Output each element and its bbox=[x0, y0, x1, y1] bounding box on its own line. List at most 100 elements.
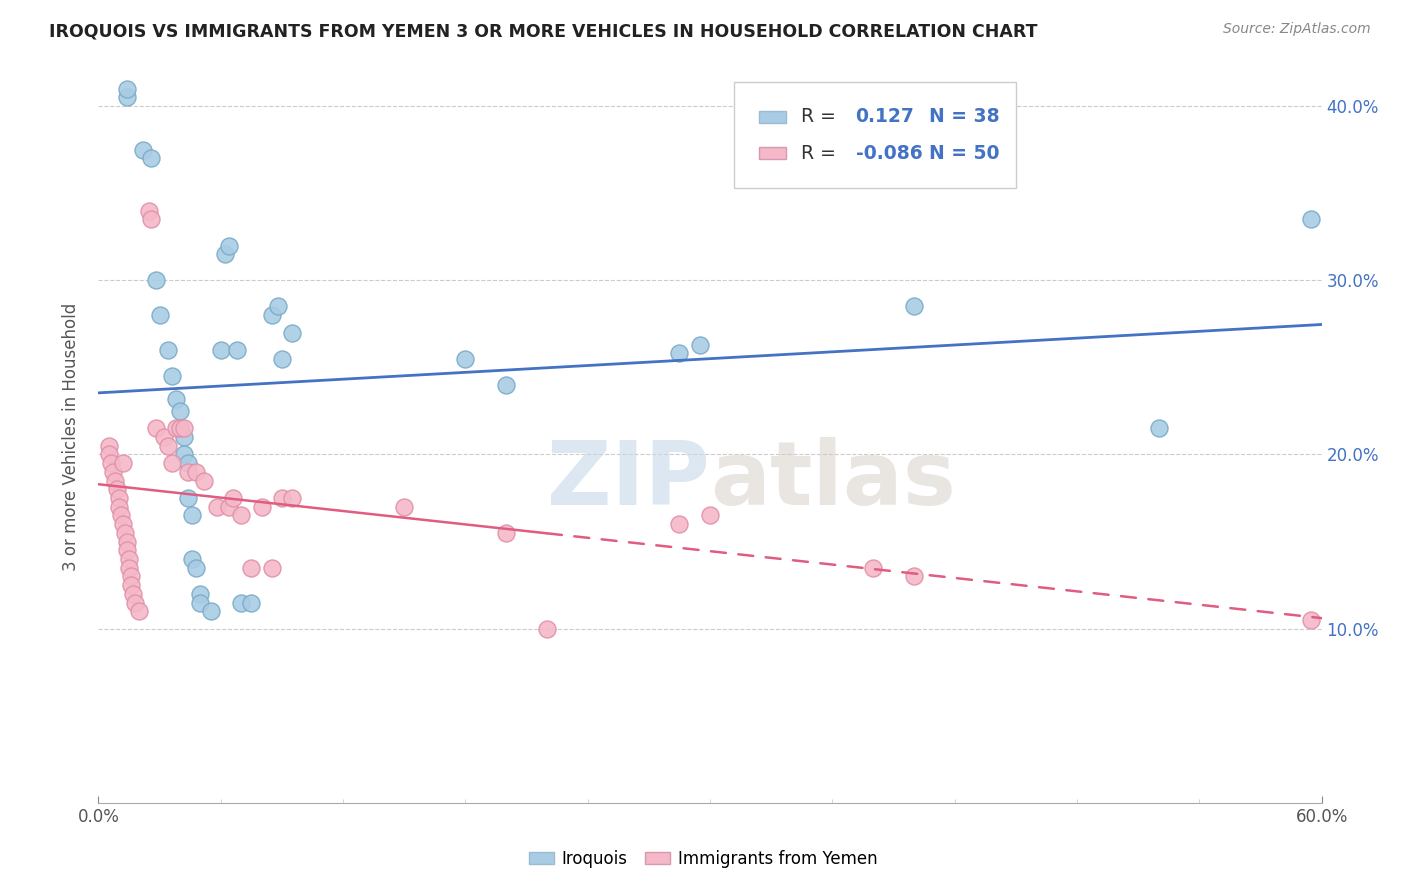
Point bbox=[267, 300, 290, 314]
Point bbox=[186, 465, 208, 479]
Point bbox=[668, 346, 690, 360]
Point bbox=[97, 448, 120, 462]
Point bbox=[188, 587, 212, 601]
Point bbox=[138, 203, 160, 218]
Point bbox=[495, 377, 517, 392]
Point bbox=[240, 595, 263, 609]
Point bbox=[205, 500, 228, 514]
Point bbox=[100, 456, 122, 470]
Point bbox=[699, 508, 721, 523]
Point bbox=[231, 508, 253, 523]
Point bbox=[115, 543, 138, 558]
Point bbox=[250, 500, 273, 514]
Point bbox=[173, 421, 195, 435]
Text: 0.127: 0.127 bbox=[856, 107, 914, 126]
Point bbox=[226, 343, 249, 357]
Point bbox=[111, 517, 134, 532]
Point bbox=[218, 238, 240, 252]
Point bbox=[114, 525, 136, 540]
Point bbox=[169, 421, 191, 435]
Point bbox=[173, 448, 195, 462]
Point bbox=[392, 500, 416, 514]
Point bbox=[495, 525, 517, 540]
Point bbox=[104, 474, 127, 488]
Point bbox=[108, 500, 131, 514]
Point bbox=[903, 569, 925, 583]
Point bbox=[668, 517, 690, 532]
Point bbox=[105, 483, 128, 497]
Point bbox=[1301, 212, 1323, 227]
Point bbox=[145, 273, 167, 287]
Point bbox=[177, 456, 200, 470]
Point bbox=[862, 560, 884, 574]
Text: N = 38: N = 38 bbox=[929, 107, 1000, 126]
Point bbox=[156, 343, 179, 357]
Point bbox=[1301, 613, 1323, 627]
Text: R =: R = bbox=[800, 107, 835, 126]
Point bbox=[115, 82, 138, 96]
Point bbox=[270, 351, 294, 366]
Point bbox=[118, 560, 141, 574]
Text: -0.086: -0.086 bbox=[856, 144, 922, 162]
Text: Source: ZipAtlas.com: Source: ZipAtlas.com bbox=[1223, 22, 1371, 37]
Point bbox=[281, 491, 304, 505]
Point bbox=[281, 326, 304, 340]
Point bbox=[689, 338, 711, 352]
Point bbox=[132, 143, 155, 157]
Point bbox=[222, 491, 245, 505]
Point bbox=[111, 456, 134, 470]
Point bbox=[110, 508, 132, 523]
Point bbox=[173, 430, 195, 444]
Point bbox=[200, 604, 222, 618]
Point bbox=[260, 308, 283, 322]
Text: N = 50: N = 50 bbox=[929, 144, 1000, 162]
Point bbox=[1147, 421, 1170, 435]
Point bbox=[145, 421, 167, 435]
Point bbox=[141, 212, 163, 227]
Point bbox=[536, 622, 558, 636]
Point bbox=[188, 595, 212, 609]
FancyBboxPatch shape bbox=[759, 111, 786, 122]
Point bbox=[181, 552, 204, 566]
Point bbox=[165, 421, 187, 435]
Point bbox=[124, 595, 146, 609]
Point bbox=[128, 604, 150, 618]
FancyBboxPatch shape bbox=[734, 82, 1015, 188]
Point bbox=[177, 465, 200, 479]
Point bbox=[160, 369, 183, 384]
Y-axis label: 3 or more Vehicles in Household: 3 or more Vehicles in Household bbox=[62, 303, 80, 571]
Point bbox=[160, 456, 183, 470]
Point bbox=[903, 300, 925, 314]
Point bbox=[181, 508, 204, 523]
Point bbox=[156, 439, 179, 453]
Point bbox=[454, 351, 477, 366]
Point bbox=[152, 430, 174, 444]
Point bbox=[218, 500, 240, 514]
Point bbox=[120, 569, 142, 583]
Point bbox=[177, 491, 200, 505]
Point bbox=[169, 421, 191, 435]
Point bbox=[270, 491, 294, 505]
Point bbox=[193, 474, 215, 488]
Point bbox=[97, 439, 120, 453]
Point bbox=[115, 534, 138, 549]
FancyBboxPatch shape bbox=[759, 147, 786, 159]
Point bbox=[108, 491, 131, 505]
Point bbox=[169, 404, 191, 418]
Point bbox=[122, 587, 145, 601]
Point bbox=[186, 560, 208, 574]
Point bbox=[101, 465, 124, 479]
Text: R =: R = bbox=[800, 144, 835, 162]
Point bbox=[231, 595, 253, 609]
Text: IROQUOIS VS IMMIGRANTS FROM YEMEN 3 OR MORE VEHICLES IN HOUSEHOLD CORRELATION CH: IROQUOIS VS IMMIGRANTS FROM YEMEN 3 OR M… bbox=[49, 22, 1038, 40]
Point bbox=[260, 560, 283, 574]
Point bbox=[209, 343, 232, 357]
Text: ZIP: ZIP bbox=[547, 437, 710, 524]
Legend: Iroquois, Immigrants from Yemen: Iroquois, Immigrants from Yemen bbox=[522, 844, 884, 875]
Point bbox=[214, 247, 236, 261]
Point bbox=[149, 308, 172, 322]
Point bbox=[120, 578, 142, 592]
Point bbox=[118, 552, 141, 566]
Point bbox=[141, 152, 163, 166]
Point bbox=[240, 560, 263, 574]
